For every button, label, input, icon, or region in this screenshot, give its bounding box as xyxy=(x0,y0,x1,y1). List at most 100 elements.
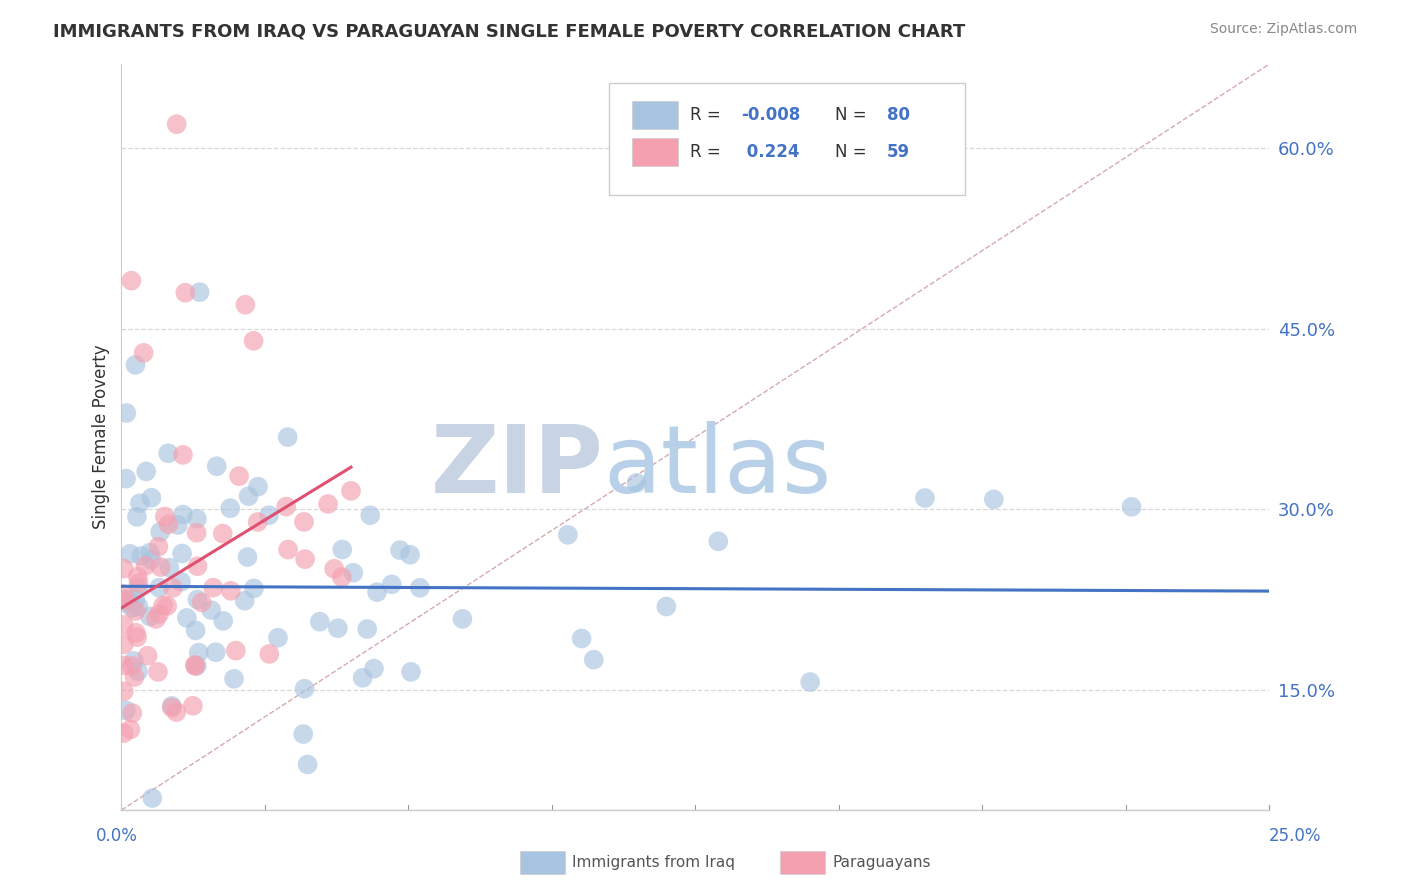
Point xyxy=(219,501,242,516)
Text: Paraguayans: Paraguayans xyxy=(832,855,931,870)
Point xyxy=(235,298,257,312)
Point xyxy=(323,562,346,576)
Point xyxy=(112,587,135,601)
Point xyxy=(363,662,385,676)
Point xyxy=(233,593,256,607)
Point xyxy=(184,624,207,638)
FancyBboxPatch shape xyxy=(609,83,965,194)
Point xyxy=(157,560,180,574)
Point xyxy=(172,547,194,561)
Text: ZIP: ZIP xyxy=(430,421,603,513)
Point xyxy=(799,675,821,690)
Point xyxy=(277,542,299,557)
Point xyxy=(149,560,172,574)
Point xyxy=(134,558,156,573)
Point xyxy=(186,525,208,540)
FancyBboxPatch shape xyxy=(633,101,678,129)
Point xyxy=(139,546,162,560)
Point xyxy=(389,543,412,558)
Text: 0.224: 0.224 xyxy=(741,143,800,161)
Point xyxy=(115,703,138,717)
Point xyxy=(186,559,208,574)
Point xyxy=(626,475,648,490)
Point xyxy=(127,599,149,614)
Point xyxy=(115,592,138,607)
Point xyxy=(184,657,207,672)
Point xyxy=(120,723,142,737)
Point xyxy=(356,622,378,636)
Point xyxy=(184,659,207,673)
Point xyxy=(112,561,135,575)
Point xyxy=(267,631,290,645)
Point xyxy=(983,492,1005,507)
Point xyxy=(127,665,149,679)
Point xyxy=(125,510,148,524)
Point xyxy=(128,576,150,591)
Point xyxy=(112,684,135,698)
Point xyxy=(135,465,157,479)
Point xyxy=(257,508,280,523)
Point xyxy=(292,515,315,529)
Point xyxy=(148,581,170,595)
Point xyxy=(294,552,316,566)
Point xyxy=(228,469,250,483)
Point xyxy=(259,647,281,661)
Text: Immigrants from Iraq: Immigrants from Iraq xyxy=(572,855,735,870)
Point xyxy=(294,681,316,696)
Point xyxy=(127,581,149,595)
Text: Source: ZipAtlas.com: Source: ZipAtlas.com xyxy=(1209,22,1357,37)
Text: N =: N = xyxy=(835,106,872,124)
Text: R =: R = xyxy=(689,143,725,161)
Point xyxy=(160,700,183,714)
Point xyxy=(148,540,170,554)
Point xyxy=(124,592,146,607)
Point xyxy=(172,448,194,462)
Point xyxy=(118,547,141,561)
Point xyxy=(129,549,152,563)
Point xyxy=(141,791,163,805)
Point xyxy=(204,645,226,659)
Point xyxy=(238,489,260,503)
Point xyxy=(156,599,179,613)
Point xyxy=(174,285,197,300)
Point xyxy=(141,491,163,505)
Point xyxy=(297,757,319,772)
Point xyxy=(243,582,266,596)
Point xyxy=(340,483,363,498)
Point xyxy=(167,518,190,533)
Point xyxy=(157,446,180,460)
Point xyxy=(115,406,138,420)
Point xyxy=(326,621,349,635)
Point xyxy=(186,592,208,607)
Point xyxy=(125,625,148,640)
Point xyxy=(242,334,264,348)
Point xyxy=(381,577,404,591)
Point xyxy=(172,508,194,522)
Point xyxy=(246,515,269,529)
Point xyxy=(127,630,149,644)
Point xyxy=(115,596,138,610)
Y-axis label: Single Female Poverty: Single Female Poverty xyxy=(93,345,110,529)
Point xyxy=(139,609,162,624)
Point xyxy=(124,670,146,684)
Point xyxy=(914,491,936,505)
Point xyxy=(121,601,143,615)
Point xyxy=(359,508,381,523)
Point xyxy=(152,599,174,613)
Point xyxy=(128,496,150,510)
Point xyxy=(127,569,149,583)
Point xyxy=(366,585,388,599)
Point xyxy=(707,534,730,549)
Point xyxy=(582,653,605,667)
Point xyxy=(187,646,209,660)
Point xyxy=(141,553,163,567)
Point xyxy=(160,698,183,713)
Text: -0.008: -0.008 xyxy=(741,106,800,124)
Point xyxy=(236,549,259,564)
Point xyxy=(205,459,228,474)
Point xyxy=(202,581,225,595)
Point xyxy=(124,358,146,372)
Point xyxy=(176,611,198,625)
Point xyxy=(399,548,422,562)
Point xyxy=(188,285,211,299)
